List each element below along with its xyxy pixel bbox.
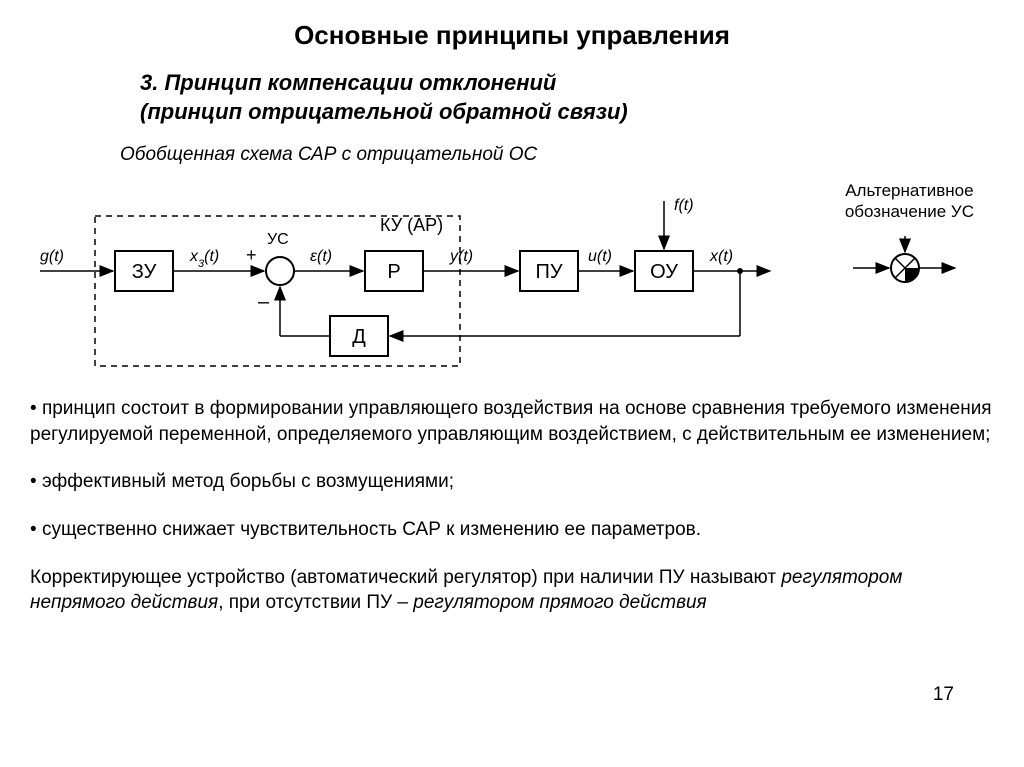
- block-pu-label: ПУ: [535, 261, 562, 283]
- block-r-label: Р: [387, 261, 400, 283]
- signal-y: y(t): [449, 248, 473, 265]
- us-label: УС: [267, 231, 289, 248]
- dashed-box-label: КУ (АР): [380, 215, 443, 235]
- page-title: Основные принципы управления: [30, 20, 994, 51]
- signal-eps: ε(t): [310, 248, 332, 265]
- bullet-2-text: эффективный метод борьбы с возмущениями;: [42, 471, 454, 492]
- bullet-3-text: существенно снижает чувствительность САР…: [42, 519, 701, 540]
- footnote-mid: , при отсутствии ПУ –: [218, 592, 413, 613]
- signal-f: f(t): [674, 197, 694, 214]
- alt-symbol-svg: [845, 228, 965, 298]
- alt-label-l2: обозначение УС: [845, 202, 974, 221]
- block-diagram: КУ (АР) g(t) ЗУ x3(t) + УС – ε(t) Р y(t)…: [30, 176, 994, 376]
- bullet-list: • принцип состоит в формировании управля…: [30, 396, 994, 543]
- block-d-label: Д: [352, 326, 366, 348]
- signal-x3: x3(t): [189, 248, 219, 270]
- footnote: Корректирующее устройство (автоматически…: [30, 565, 994, 616]
- alt-label-l1: Альтернативное: [845, 181, 973, 200]
- page-number: 17: [933, 684, 954, 706]
- bullet-1: • принцип состоит в формировании управля…: [30, 396, 994, 447]
- signal-x: x(t): [709, 248, 733, 265]
- bullet-1-text: принцип состоит в формировании управляющ…: [30, 398, 992, 445]
- block-zu-label: ЗУ: [132, 261, 157, 283]
- subtitle: 3. Принцип компенсации отклонений (принц…: [140, 69, 994, 126]
- footnote-pre: Корректирующее устройство (автоматически…: [30, 567, 781, 588]
- signal-g: g(t): [40, 248, 64, 265]
- subtitle-line2: (принцип отрицательной обратной связи): [140, 99, 628, 124]
- alt-symbol-label: Альтернативное обозначение УС: [845, 181, 974, 298]
- signal-u: u(t): [588, 248, 612, 265]
- bullet-3: • существенно снижает чувствительность С…: [30, 517, 994, 543]
- minus-label: –: [258, 291, 270, 313]
- schema-caption: Обобщенная схема САР с отрицательной ОС: [120, 144, 994, 166]
- plus-label: +: [246, 245, 257, 265]
- diagram-svg: КУ (АР) g(t) ЗУ x3(t) + УС – ε(t) Р y(t)…: [30, 176, 810, 376]
- summing-junction: [266, 257, 294, 285]
- block-ou-label: ОУ: [650, 261, 678, 283]
- subtitle-line1: 3. Принцип компенсации отклонений: [140, 70, 556, 95]
- bullet-2: • эффективный метод борьбы с возмущениям…: [30, 469, 994, 495]
- footnote-em2: регулятором прямого действия: [413, 592, 706, 613]
